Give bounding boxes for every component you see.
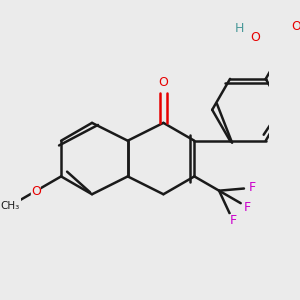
Text: O: O bbox=[250, 31, 260, 44]
Text: CH₃: CH₃ bbox=[0, 201, 19, 211]
Text: O: O bbox=[31, 184, 41, 198]
Text: F: F bbox=[230, 214, 236, 227]
Text: H: H bbox=[235, 22, 244, 35]
Text: F: F bbox=[244, 201, 251, 214]
Text: O: O bbox=[291, 20, 300, 33]
Text: F: F bbox=[248, 181, 255, 194]
Text: O: O bbox=[158, 76, 168, 89]
